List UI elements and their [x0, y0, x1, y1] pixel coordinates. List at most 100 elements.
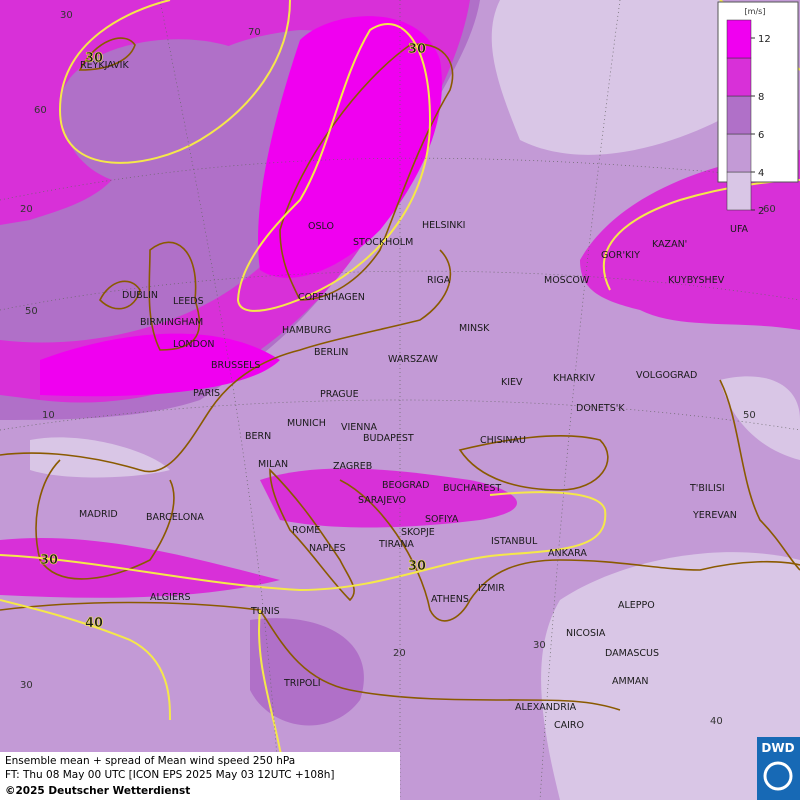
city-label: ZAGREB	[333, 461, 372, 472]
labels: REYKJAVIK OSLO HELSINKI STOCKHOLM DUBLIN LEED…	[20, 10, 776, 731]
city-label: BEOGRAD	[382, 480, 429, 491]
city-label: VOLGOGRAD	[636, 370, 697, 381]
city-label: DUBLIN	[122, 290, 158, 301]
city-label: MOSCOW	[544, 275, 590, 286]
city-label: MADRID	[79, 509, 118, 520]
city-label: LEEDS	[173, 296, 204, 307]
footer-box	[0, 752, 400, 800]
city-label: CHISINAU	[480, 435, 526, 446]
city-label: LONDON	[173, 339, 214, 350]
field-low	[720, 376, 800, 460]
city-label: TIRANA	[378, 539, 414, 550]
legend-swatch	[726, 95, 752, 135]
city-label: ALGIERS	[150, 592, 191, 603]
graticule-label: 40	[710, 716, 723, 727]
graticule-label: 20	[393, 648, 406, 659]
city-label: VIENNA	[341, 422, 378, 433]
field-high	[0, 538, 280, 598]
city-label: T'BILISI	[689, 483, 725, 494]
city-label: KUYBYSHEV	[668, 275, 725, 286]
graticule-label: 30	[20, 680, 33, 691]
field-max	[258, 16, 442, 278]
field-low	[541, 552, 800, 800]
contour-label: 30	[408, 559, 426, 574]
city-label: STOCKHOLM	[353, 237, 413, 248]
city-label: TUNIS	[250, 606, 280, 617]
city-label: ALEXANDRIA	[515, 702, 577, 713]
city-label: BUCHAREST	[443, 483, 501, 494]
graticule-label: 30	[60, 10, 73, 21]
contour-label: 40	[85, 616, 103, 631]
city-label: NICOSIA	[566, 628, 606, 639]
legend: [m/s] 2 4 6 8 12	[717, 1, 799, 217]
city-label: DONETS'K	[576, 403, 625, 414]
city-label: IZMIR	[478, 583, 505, 594]
graticule-label: 10	[42, 410, 55, 421]
city-label: PRAGUE	[320, 389, 359, 400]
footer-title: Ensemble mean + spread of Mean wind spee…	[5, 755, 295, 767]
city-label: BUDAPEST	[363, 433, 414, 444]
city-label: SKOPJE	[401, 527, 435, 538]
graticule-label: 70	[248, 27, 261, 38]
legend-bar: 2 4 6 8 12	[726, 19, 771, 217]
city-label: TRIPOLI	[283, 678, 321, 689]
city-label: MILAN	[258, 459, 288, 470]
city-label: ISTANBUL	[491, 536, 538, 547]
legend-unit: [m/s]	[745, 7, 766, 16]
city-label: ROME	[292, 525, 320, 536]
city-label: ANKARA	[548, 548, 587, 559]
city-label: UFA	[730, 224, 749, 235]
city-label: CAIRO	[554, 720, 584, 731]
city-label: REYKJAVIK	[80, 60, 129, 71]
city-label: PARIS	[193, 388, 220, 399]
legend-swatch	[726, 133, 752, 173]
field-high	[260, 468, 518, 528]
field-medium	[60, 39, 276, 187]
city-label: OSLO	[308, 221, 334, 232]
city-label: AMMAN	[612, 676, 649, 687]
city-label: KAZAN'	[652, 239, 687, 250]
city-label: NAPLES	[309, 543, 346, 554]
legend-tick-label: 2	[758, 206, 764, 217]
footer-copyright: ©2025 Deutscher Wetterdienst	[5, 785, 190, 797]
legend-swatch	[726, 19, 752, 59]
contour-label: 30	[85, 51, 103, 66]
graticule-label: 60	[34, 105, 47, 116]
field-medium	[250, 618, 364, 726]
city-label: KHARKIV	[553, 373, 596, 384]
city-label: BARCELONA	[146, 512, 204, 523]
legend-swatch	[726, 57, 752, 97]
field-low	[30, 437, 170, 478]
graticule-label: 50	[743, 410, 756, 421]
logo-swirl	[763, 761, 793, 791]
city-label: KIEV	[501, 377, 523, 388]
city-label: YEREVAN	[692, 510, 737, 521]
legend-swatch	[726, 171, 752, 211]
logo-text: DWD	[761, 741, 794, 755]
footer-forecast: FT: Thu 08 May 00 UTC [ICON EPS 2025 May…	[5, 769, 335, 781]
city-label: ALEPPO	[618, 600, 655, 611]
city-label: GOR'KIY	[601, 250, 640, 261]
city-label: RIGA	[427, 275, 451, 286]
city-label: SARAJEVO	[358, 495, 406, 506]
city-label: BERN	[245, 431, 271, 442]
legend-tick-label: 8	[758, 92, 764, 103]
city-label: HELSINKI	[422, 220, 465, 231]
legend-tick-label: 12	[758, 34, 771, 45]
city-label: MUNICH	[287, 418, 326, 429]
graticule-label: 30	[533, 640, 546, 651]
field-max	[40, 333, 280, 397]
field-low	[491, 0, 720, 155]
city-label: COPENHAGEN	[298, 292, 365, 303]
graticule-label: 60	[763, 204, 776, 215]
graticule-label: 20	[20, 204, 33, 215]
city-label: WARSZAW	[388, 354, 438, 365]
city-label: MINSK	[459, 323, 490, 334]
city-label: HAMBURG	[282, 325, 331, 336]
legend-tick-label: 4	[758, 168, 764, 179]
city-label: BRUSSELS	[211, 360, 260, 371]
city-label: DAMASCUS	[605, 648, 659, 659]
city-label: BIRMINGHAM	[140, 317, 203, 328]
